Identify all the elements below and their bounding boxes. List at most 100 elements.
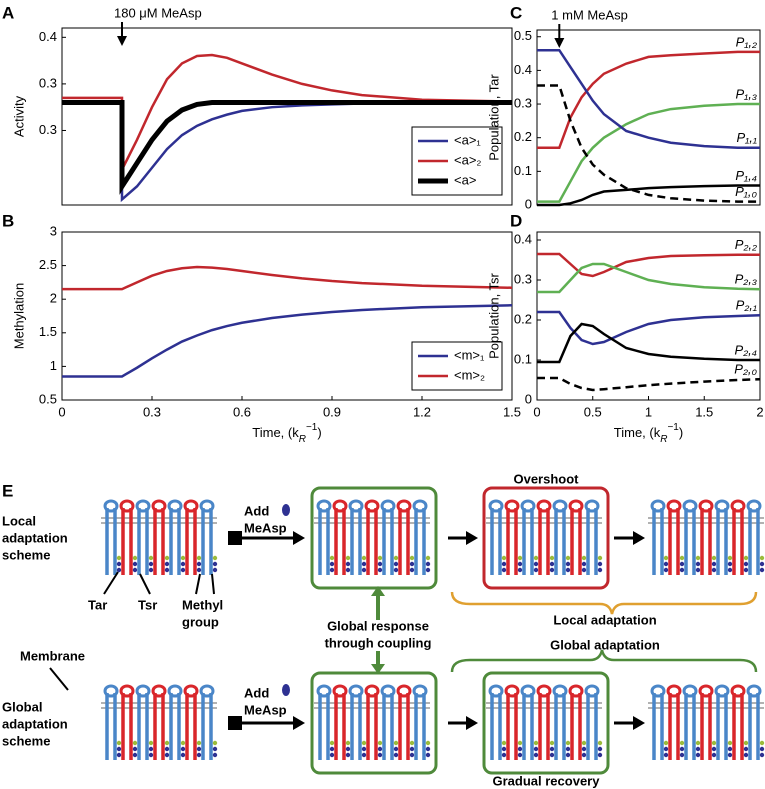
methyl-group [361,752,367,758]
panel-label: E [2,481,13,500]
receptor [121,508,133,575]
overshoot-label: Overshoot [513,471,579,486]
methyl-group [116,555,122,561]
methyl-group [727,555,733,561]
methyl-group [345,752,351,758]
methyl-group [679,555,685,561]
receptor [748,508,760,575]
y-tick-label: 0.5 [39,391,57,406]
highlight-box [482,671,610,775]
methyl-group [329,752,335,758]
receptor [522,693,534,760]
methyl-group [180,752,186,758]
scheme-label: scheme [2,547,50,562]
receptor [668,508,680,575]
methyl-group [533,561,539,567]
methyl-group [581,752,587,758]
arrow-head [554,38,565,48]
methyl-group [116,561,122,567]
series-line [537,376,761,392]
receptor-head [135,684,151,698]
methyl-group [132,567,138,573]
methyl-group [409,752,415,758]
methyl-group [663,746,669,752]
receptor-head [714,499,730,513]
legend-box [411,341,503,391]
methyl-group [212,746,218,752]
arrow-head [371,586,385,596]
methyl-group [711,561,717,567]
panel-label: A [2,3,14,22]
series-label: P₂,₂ [735,237,757,252]
receptor [334,693,346,760]
receptor-head [380,499,396,513]
methyl-group [501,740,507,746]
x-tick-label: 0.3 [143,404,161,419]
y-tick-label: 0 [525,391,532,406]
add-block [228,716,242,730]
measp-icon [282,504,290,516]
methyl-group [743,567,749,573]
methyl-group [116,746,122,752]
methyl-group [759,740,765,746]
x-tick-label: 0 [533,404,540,419]
methyl-group [132,740,138,746]
receptor-head [316,684,332,698]
x-tick-label: 1 [645,404,652,419]
methyl-group [565,567,571,573]
receptor [748,693,760,760]
methyl-group [393,555,399,561]
x-axis-label: Time, (kR−1) [614,422,683,445]
methyl-group [549,752,555,758]
methyl-group [393,740,399,746]
y-tick-label: 0.3 [39,122,57,137]
y-tick-label: 1.5 [39,324,57,339]
receptor [137,693,149,760]
receptor-head [552,684,568,698]
receptor-head [332,684,348,698]
methyl-group [345,740,351,746]
methyl-group [148,567,154,573]
receptor-head [412,499,428,513]
methyl-group [212,555,218,561]
receptor-head [730,684,746,698]
methyl-group [549,567,555,573]
methyl-label: Methyl [182,597,223,612]
methyl-group [196,746,202,752]
receptor [538,508,550,575]
methyl-group [132,746,138,752]
receptor [586,693,598,760]
receptor [506,508,518,575]
add-label: Add [244,503,269,518]
scheme-label: adaptation [2,716,68,731]
methyl-group [196,752,202,758]
methyl-group [409,555,415,561]
series-line [62,53,513,171]
y-tick-label: 0.4 [514,62,532,77]
x-axis-label: Time, (kR−1) [252,422,321,445]
methyl-group [148,752,154,758]
membrane-label: Membrane [20,648,85,663]
y-tick-label: 0.2 [514,129,532,144]
methyl-group [132,555,138,561]
y-tick-label: 0.1 [514,163,532,178]
receptor-head [348,684,364,698]
receptor [105,508,117,575]
methyl-group [533,746,539,752]
receptor-head [332,499,348,513]
receptor [201,508,213,575]
receptor-head [504,499,520,513]
receptor-head [199,499,215,513]
methyl-group [377,561,383,567]
methyl-group [711,567,717,573]
methyl-group [581,555,587,561]
methyl-group [361,740,367,746]
methyl-group [361,567,367,573]
plot-frame [61,27,513,206]
legend-label: <m>₁ [454,347,485,362]
panel-label: B [2,211,14,230]
methyl-group [212,752,218,758]
x-label-sup: −1 [306,422,318,433]
receptor [700,508,712,575]
